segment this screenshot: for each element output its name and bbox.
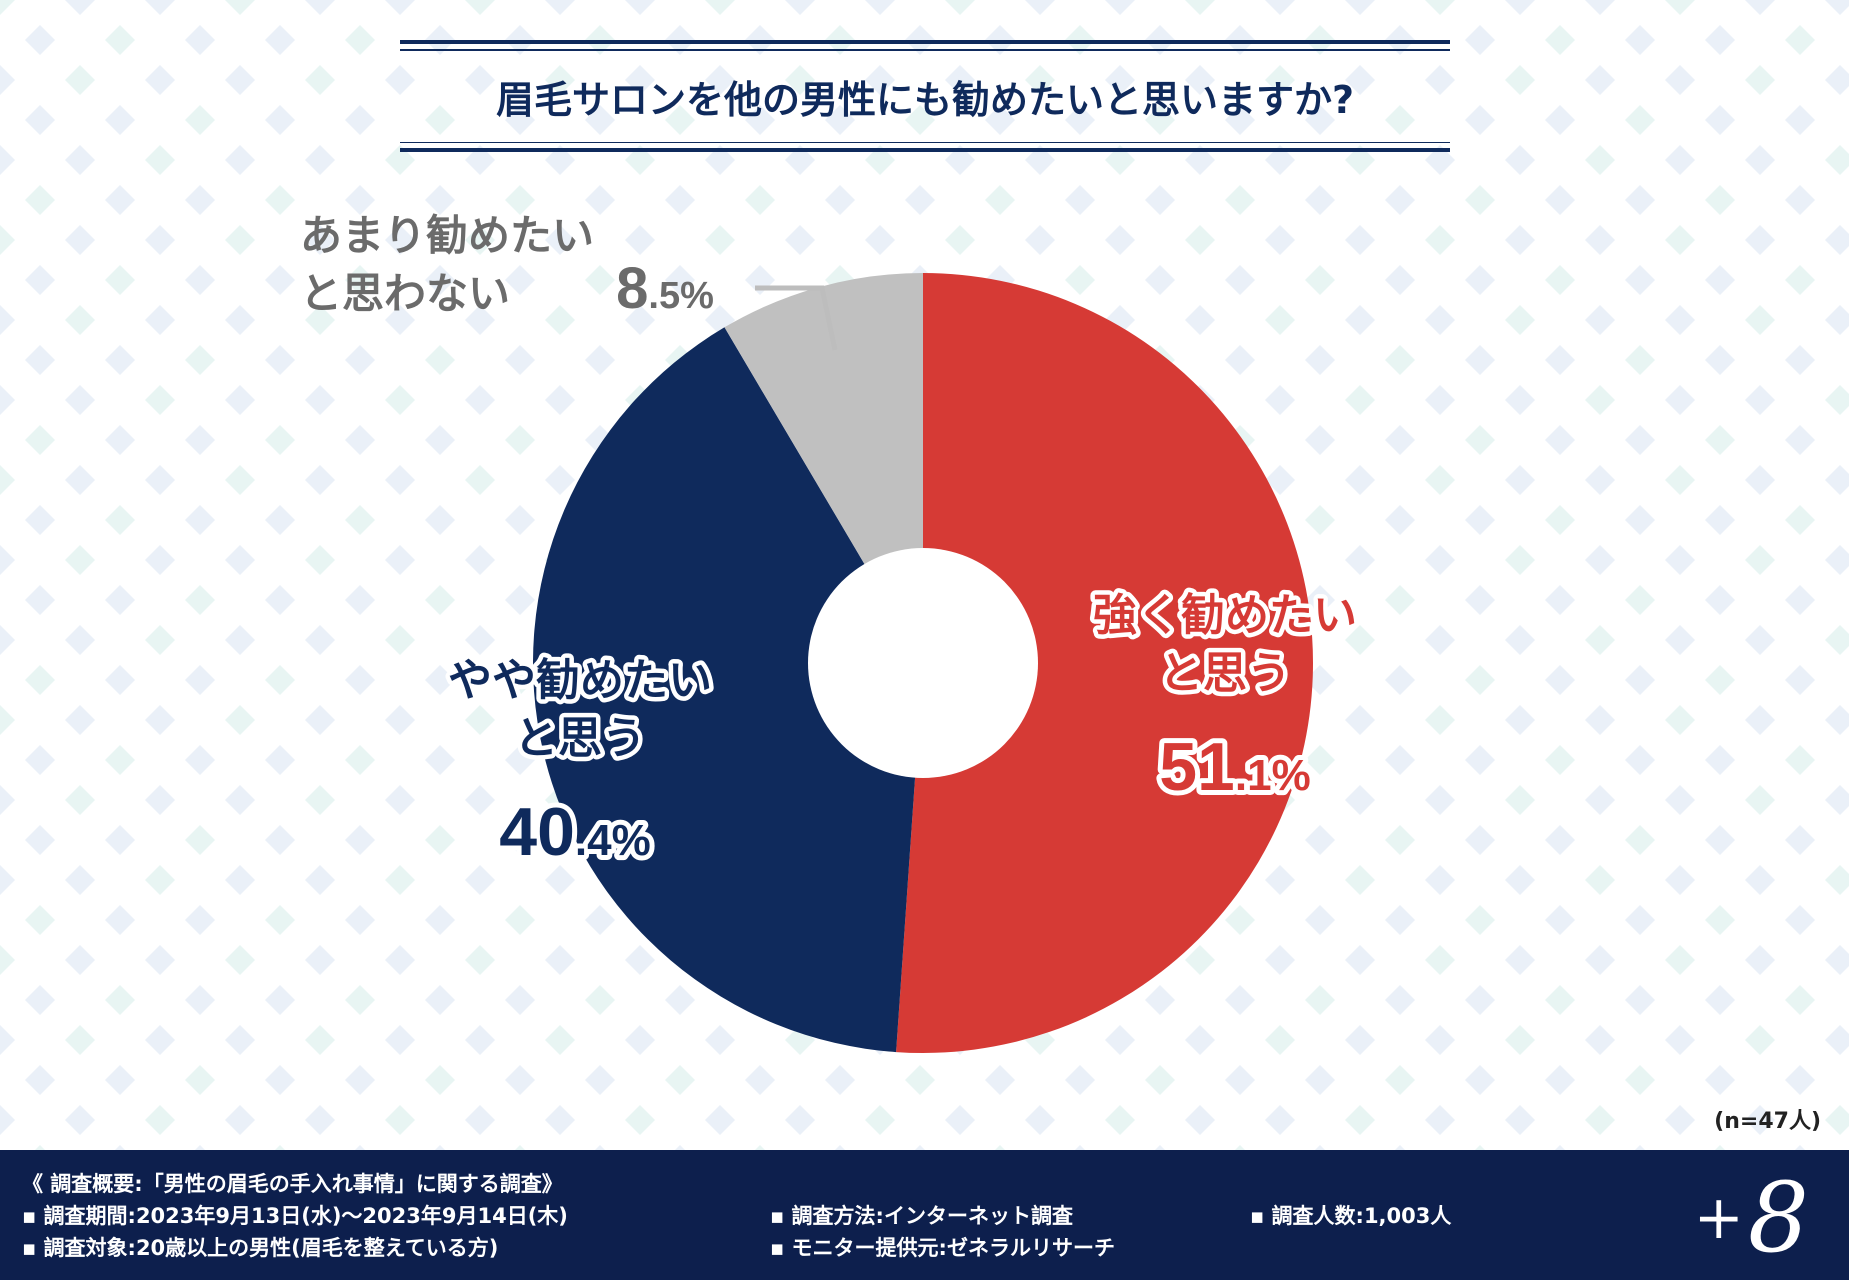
slice-label-1-line-2: と思う <box>1159 648 1291 699</box>
slice-label-2-line-2: と思う <box>514 713 646 764</box>
survey-count: ▪ 調査人数:1,003人 <box>1250 1204 1452 1228</box>
slice-label-3-line-2: と思わない <box>300 269 510 318</box>
survey-summary: 《 調査概要:「男性の眉毛の手入れ事情」に関する調査》 <box>22 1172 563 1196</box>
survey-period: ▪ 調査期間:2023年9月13日(水)〜2023年9月14日(木) <box>22 1204 568 1228</box>
slice-value-1: 51.1% <box>1159 729 1310 805</box>
chart-title: 眉毛サロンを他の男性にも勧めたいと思いますか? <box>495 77 1355 122</box>
donut-chart: 強く勧めたいと思う51.1%やや勧めたいと思う40.4%あまり勧めたいと思わない… <box>300 211 1357 1053</box>
survey-target: ▪ 調査対象:20歳以上の男性(眉毛を整えている方) <box>22 1236 499 1260</box>
slice-value-3: 8.5% <box>616 256 714 321</box>
slice-value-2: 40.4% <box>499 794 650 870</box>
brand-logo: + 8 <box>1693 1162 1809 1274</box>
logo-eight: 8 <box>1747 1162 1809 1274</box>
slice-label-3-line-1: あまり勧めたい <box>300 211 594 260</box>
slice-label-2-line-1: やや勧めたい <box>448 655 712 706</box>
survey-footer: 《 調査概要:「男性の眉毛の手入れ事情」に関する調査》 ▪ 調査期間:2023年… <box>0 1150 1849 1280</box>
leader-line-slice-3 <box>755 285 838 351</box>
survey-provider: ▪ モニター提供元:ゼネラルリサーチ <box>770 1236 1115 1260</box>
chart-title-banner: 眉毛サロンを他の男性にも勧めたいと思いますか? <box>400 40 1450 152</box>
sample-size-note: (n=47人) <box>1714 1109 1821 1134</box>
donut-hole <box>808 548 1038 778</box>
slice-label-1-line-1: 強く勧めたい <box>1093 590 1357 641</box>
survey-method: ▪ 調査方法:インターネット調査 <box>770 1204 1073 1228</box>
diamond-pattern-background <box>0 0 1849 1150</box>
logo-plus: + <box>1693 1183 1744 1253</box>
pie-slice-2 <box>533 327 923 1053</box>
pie-slice-1 <box>896 273 1314 1053</box>
